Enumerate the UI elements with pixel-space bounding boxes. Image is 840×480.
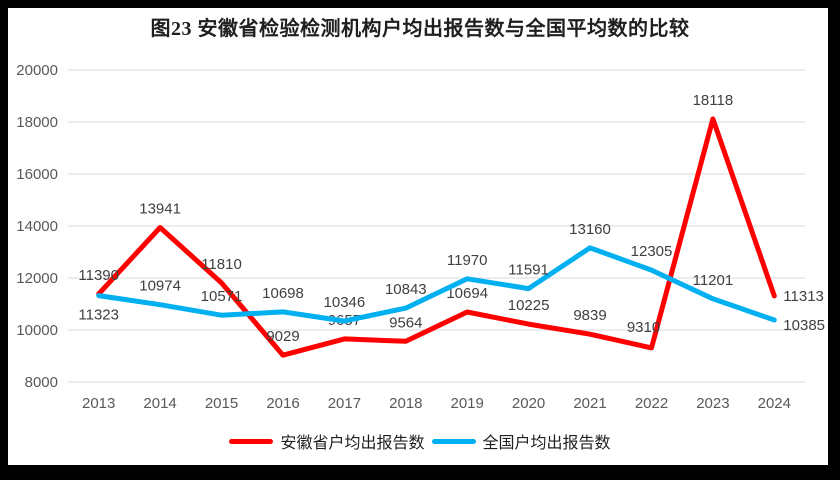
data-label: 9310 <box>627 319 660 336</box>
x-axis-tick: 2016 <box>266 395 299 412</box>
anhui-series-label: 安徽省户均出报告数 <box>280 435 425 452</box>
y-axis-tick: 20000 <box>16 62 58 79</box>
x-axis-tick: 2021 <box>573 395 606 412</box>
chart-legend: 安徽省户均出报告数 全国户均出报告数 <box>0 429 840 453</box>
data-label: 12305 <box>631 243 673 260</box>
data-label: 10974 <box>139 278 181 295</box>
chart-title: 图23 安徽省检验检测机构户均出报告数与全国平均数的比较 <box>150 18 690 40</box>
y-axis-tick: 14000 <box>16 218 58 235</box>
y-axis-tick: 8000 <box>25 374 58 391</box>
data-label: 11810 <box>201 256 242 273</box>
series-line <box>96 116 777 358</box>
x-axis-tick: 2018 <box>389 395 422 412</box>
data-label: 10843 <box>385 281 427 298</box>
x-axis-tick: 2015 <box>205 395 238 412</box>
x-axis-tick: 2013 <box>82 395 115 412</box>
data-label: 11323 <box>78 307 119 324</box>
data-label: 10694 <box>446 285 488 302</box>
data-label: 13941 <box>139 201 181 218</box>
x-axis-tick: 2020 <box>512 395 545 412</box>
data-label: 11390 <box>78 267 119 284</box>
data-label: 11970 <box>447 252 488 269</box>
data-label: 10571 <box>201 288 243 305</box>
x-axis-tick: 2014 <box>143 395 176 412</box>
y-axis-tick: 10000 <box>16 322 58 339</box>
data-label: 10225 <box>508 297 550 314</box>
data-label: 10385 <box>783 317 825 334</box>
data-label: 11313 <box>783 288 824 305</box>
x-axis-tick: 2024 <box>758 395 791 412</box>
anhui-series-swatch-icon <box>229 438 274 444</box>
x-axis-tick: 2022 <box>635 395 668 412</box>
data-label: 9029 <box>266 328 299 345</box>
series-line <box>96 245 777 324</box>
y-axis-tick: 18000 <box>16 114 58 131</box>
y-axis-tick: 16000 <box>16 166 58 183</box>
data-label: 13160 <box>569 221 611 238</box>
x-axis-tick: 2017 <box>328 395 361 412</box>
data-label: 9839 <box>573 307 606 324</box>
data-label: 10698 <box>262 285 304 302</box>
data-label: 10346 <box>324 294 366 311</box>
x-axis-tick: 2023 <box>696 395 729 412</box>
y-axis-tick: 12000 <box>16 270 58 287</box>
data-label: 9564 <box>389 314 422 331</box>
data-label: 11201 <box>693 272 734 289</box>
data-label: 11591 <box>508 262 549 279</box>
national-series-swatch-icon <box>431 438 476 444</box>
x-axis-tick: 2019 <box>451 395 484 412</box>
national-series-label: 全国户均出报告数 <box>482 435 611 452</box>
data-label: 18118 <box>693 92 734 109</box>
